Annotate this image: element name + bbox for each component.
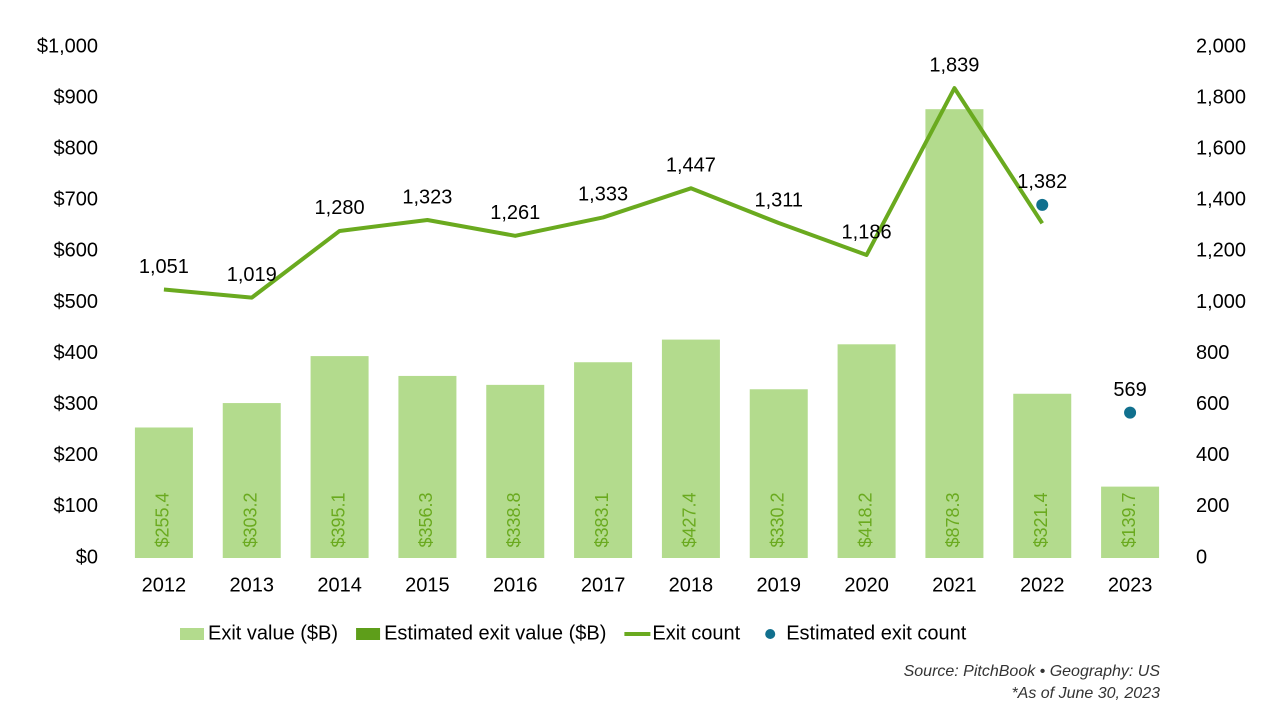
bar-value-label: $330.2 [768,492,788,547]
bar-value-label: $303.2 [241,492,261,547]
x-tick-label: 2015 [405,574,450,596]
bar [486,384,545,558]
x-tick-label: 2012 [142,574,187,596]
y-tick-label: $600 [54,240,99,262]
y-tick-label: $0 [76,546,98,568]
bar-value-label: $255.4 [153,492,173,547]
line-value-label: 1,019 [227,264,277,286]
bar [398,375,457,558]
legend-swatch [765,629,776,639]
y-tick-label: $700 [54,189,99,211]
y2-tick-label: 1,000 [1196,291,1246,313]
line-value-label: 1,280 [315,197,365,219]
bar [574,362,633,558]
y2-tick-label: 1,800 [1196,86,1246,108]
x-tick-label: 2020 [844,574,889,596]
x-tick-label: 2023 [1108,574,1153,596]
y2-tick-label: 1,200 [1196,240,1246,262]
x-tick-label: 2014 [317,574,362,596]
x-tick-label: 2013 [230,574,275,596]
y-tick-label: $300 [54,393,99,415]
y2-tick-label: 0 [1196,546,1207,568]
line-value-label: 1,839 [929,54,979,76]
legend-label: Exit value ($B) [208,622,338,644]
line-value-label: 1,447 [666,155,716,177]
bar [661,339,720,558]
line-value-label: 1,186 [842,221,892,243]
legend-label: Estimated exit value ($B) [384,622,606,644]
bar [310,356,369,558]
bar-value-label: $338.8 [504,492,524,547]
y-tick-label: $200 [54,444,99,466]
y-tick-label: $400 [54,342,99,364]
bar-value-label: $878.3 [943,492,963,547]
bar-value-label: $356.3 [416,492,436,547]
bar-value-label: $418.2 [855,492,875,547]
x-tick-label: 2021 [932,574,977,596]
source-note: Source: PitchBook • Geography: US [904,663,1161,680]
x-tick-label: 2016 [493,574,538,596]
y2-tick-label: 2,000 [1196,35,1246,57]
y2-tick-label: 400 [1196,444,1229,466]
line-value-label: 1,333 [578,184,628,206]
y2-tick-label: 600 [1196,393,1229,415]
bar [925,109,984,559]
date-note: *As of June 30, 2023 [1011,685,1160,702]
point [1124,406,1137,419]
y-tick-label: $500 [54,291,99,313]
x-tick-label: 2019 [757,574,802,596]
bar-value-label: $395.1 [328,492,348,547]
legend-label: Exit count [652,622,740,644]
x-tick-label: 2022 [1020,574,1065,596]
bar [1101,486,1160,558]
y2-tick-label: 1,600 [1196,137,1246,159]
y2-tick-label: 800 [1196,342,1229,364]
legend-label: Estimated exit count [786,622,967,644]
bar [1013,393,1072,558]
y-tick-label: $100 [54,495,99,517]
bar-value-label: $383.1 [592,492,612,547]
bar [222,403,281,558]
line-value-label: 1,311 [754,189,803,211]
bar-value-label: $139.7 [1119,492,1139,547]
x-tick-label: 2018 [669,574,714,596]
x-tick-label: 2017 [581,574,626,596]
legend-swatch [180,628,204,640]
bar-value-label: $321.4 [1031,492,1051,547]
y-tick-label: $800 [54,137,99,159]
y2-tick-label: 200 [1196,495,1229,517]
line-value-label: 1,051 [139,256,189,278]
line-value-label: 1,261 [490,202,540,224]
y-tick-label: $900 [54,86,99,108]
bar-value-label: $427.4 [680,492,700,547]
legend-swatch [356,628,381,640]
bar [134,427,193,558]
y2-tick-label: 1,400 [1196,189,1246,211]
point-value-label: 569 [1113,379,1146,401]
point-value-label: 1,382 [1017,171,1067,193]
point [1036,198,1049,211]
bar [837,344,896,558]
y-tick-label: $1,000 [37,35,98,57]
line-value-label: 1,323 [402,186,452,208]
line [163,86,1044,300]
bar [749,389,808,558]
